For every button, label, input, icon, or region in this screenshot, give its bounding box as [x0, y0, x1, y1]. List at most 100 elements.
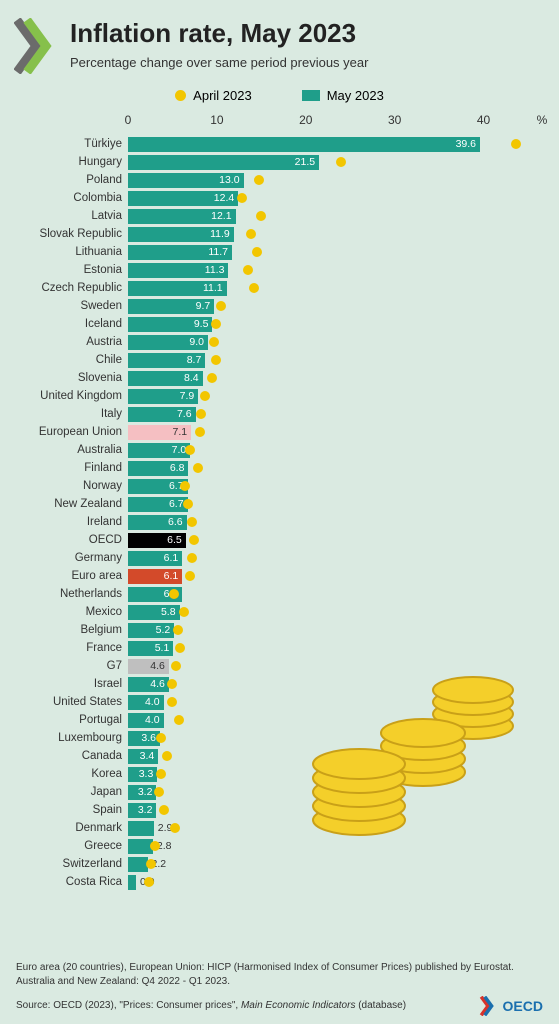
april-dot: [156, 769, 166, 779]
country-label: Israel: [0, 678, 128, 690]
bar-area: 12.4: [128, 189, 559, 207]
chart-row: Luxembourg3.6: [0, 729, 559, 747]
chart-row: Switzerland2.2: [0, 855, 559, 873]
may-bar: 4.6: [128, 659, 169, 674]
april-dot: [146, 859, 156, 869]
dot-icon: [175, 90, 186, 101]
bar-area: 2.2: [128, 855, 559, 873]
country-label: Slovenia: [0, 372, 128, 384]
chart-row: OECD 6.5: [0, 531, 559, 549]
april-dot: [256, 211, 266, 221]
footer-notes: Euro area (20 countries), European Union…: [16, 961, 543, 1016]
country-label: United States: [0, 696, 128, 708]
april-dot: [200, 391, 210, 401]
april-dot: [175, 643, 185, 653]
bar-area: 9.0: [128, 333, 559, 351]
country-label: Italy: [0, 408, 128, 420]
april-dot: [173, 625, 183, 635]
country-label: Hungary: [0, 156, 128, 168]
may-bar: 9.0: [128, 335, 208, 350]
april-dot: [195, 427, 205, 437]
bar-value: 6.1: [164, 570, 179, 582]
bar-area: 5.1: [128, 639, 559, 657]
may-bar: 4.0: [128, 695, 164, 710]
may-bar: 7.0: [128, 443, 190, 458]
bar-area: 8.4: [128, 369, 559, 387]
may-bar: 4.0: [128, 713, 164, 728]
bar-area: 4.0: [128, 693, 559, 711]
country-label: OECD: [0, 534, 128, 546]
chart-row: Latvia12.1: [0, 207, 559, 225]
country-label: Sweden: [0, 300, 128, 312]
may-bar: 12.1: [128, 209, 236, 224]
bar-area: 3.3: [128, 765, 559, 783]
bar-value: 3.2: [138, 786, 153, 798]
april-dot: [249, 283, 259, 293]
may-bar: 3.2: [128, 803, 156, 818]
may-bar: 5.2: [128, 623, 174, 638]
source-line: Source: OECD (2023), "Prices: Consumer p…: [16, 999, 406, 1013]
bar-area: 39.6: [128, 135, 559, 153]
bar-area: 4.6: [128, 657, 559, 675]
chart-row: Costa Rica0.9: [0, 873, 559, 891]
april-dot: [167, 697, 177, 707]
country-label: Netherlands: [0, 588, 128, 600]
may-bar: 6.6: [128, 515, 187, 530]
bar-value: 5.2: [156, 624, 171, 636]
bar-area: 7.1: [128, 423, 559, 441]
country-label: Spain: [0, 804, 128, 816]
bar-area: 11.1: [128, 279, 559, 297]
chart-row: Estonia11.3: [0, 261, 559, 279]
may-bar: 9.7: [128, 299, 214, 314]
may-bar: 6.8: [128, 461, 188, 476]
country-label: Portugal: [0, 714, 128, 726]
country-label: United Kingdom: [0, 390, 128, 402]
april-dot: [171, 661, 181, 671]
bar-value: 6.5: [167, 534, 182, 546]
country-label: Iceland: [0, 318, 128, 330]
may-bar: 6.7: [128, 497, 188, 512]
may-bar: 2.9: [128, 821, 154, 836]
bar-area: 9.5: [128, 315, 559, 333]
may-bar: 11.1: [128, 281, 227, 296]
april-dot: [179, 607, 189, 617]
country-label: Australia: [0, 444, 128, 456]
bar-area: 3.2: [128, 783, 559, 801]
bar-value: 11.7: [208, 246, 228, 258]
may-bar: 7.6: [128, 407, 196, 422]
bar-value: 9.5: [194, 318, 209, 330]
country-label: Denmark: [0, 822, 128, 834]
bar-value: 12.4: [214, 192, 234, 204]
april-dot: [170, 823, 180, 833]
chart-row: France5.1: [0, 639, 559, 657]
april-dot: [243, 265, 253, 275]
country-label: Chile: [0, 354, 128, 366]
bar-value: 6.1: [164, 552, 179, 564]
april-dot: [187, 553, 197, 563]
country-label: Japan: [0, 786, 128, 798]
april-dot: [209, 337, 219, 347]
may-bar: 0.9: [128, 875, 136, 890]
april-dot: [169, 589, 179, 599]
chart-row: G74.6: [0, 657, 559, 675]
april-dot: [156, 733, 166, 743]
april-dot: [185, 445, 195, 455]
bar-area: 6.7: [128, 477, 559, 495]
country-label: Mexico: [0, 606, 128, 618]
axis-tick: 20: [299, 113, 312, 127]
bar-value: 3.2: [138, 804, 153, 816]
april-dot: [154, 787, 164, 797]
chart-row: Slovenia8.4: [0, 369, 559, 387]
bar-area: 2.8: [128, 837, 559, 855]
chart-row: Italy7.6: [0, 405, 559, 423]
country-label: Colombia: [0, 192, 128, 204]
may-bar: 4.6: [128, 677, 169, 692]
may-bar: 3.3: [128, 767, 157, 782]
legend-april: April 2023: [175, 88, 252, 103]
april-dot: [167, 679, 177, 689]
april-dot: [187, 517, 197, 527]
country-label: Czech Republic: [0, 282, 128, 294]
april-dot: [189, 535, 199, 545]
oecd-chevron-icon: [14, 18, 58, 74]
chart-row: Lithuania11.7: [0, 243, 559, 261]
